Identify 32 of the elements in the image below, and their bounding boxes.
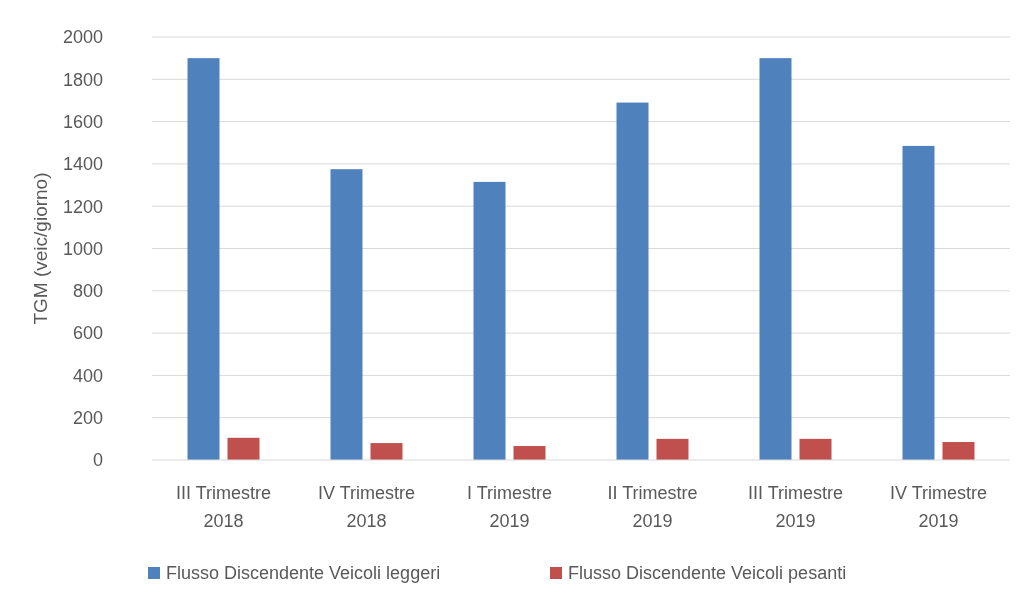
x-tick-label: IV Trimestre 2019 bbox=[889, 483, 988, 531]
bar bbox=[942, 442, 975, 460]
y-tick-label: 1200 bbox=[62, 196, 103, 217]
bar bbox=[370, 443, 403, 460]
x-tick-label: IV Trimestre 2018 bbox=[317, 483, 416, 531]
x-tick-label: II Trimestre 2019 bbox=[607, 483, 698, 531]
y-tick-label: 1000 bbox=[62, 238, 103, 259]
y-tick-label: 1600 bbox=[62, 111, 103, 132]
x-tick-label: III Trimestre 2019 bbox=[747, 483, 844, 531]
bar bbox=[759, 58, 792, 460]
y-axis-title: TGM (veic/giorno) bbox=[29, 172, 51, 325]
bar bbox=[799, 438, 832, 460]
bar bbox=[616, 102, 649, 460]
y-tick-label: 1800 bbox=[62, 69, 103, 90]
bar bbox=[187, 58, 220, 460]
bar bbox=[473, 181, 506, 460]
y-tick-label: 800 bbox=[72, 281, 103, 302]
legend-label: Flusso Discendente Veicoli pesanti bbox=[568, 563, 847, 584]
bar bbox=[330, 169, 363, 460]
bar bbox=[656, 438, 689, 460]
bar bbox=[902, 145, 935, 460]
x-tick-label: I Trimestre 2019 bbox=[466, 483, 553, 531]
y-tick-label: 200 bbox=[72, 408, 103, 428]
y-tick-label: 2000 bbox=[62, 27, 103, 48]
y-tick-label: 400 bbox=[72, 365, 103, 386]
legend-label: Flusso Discendente Veicoli leggeri bbox=[166, 563, 441, 584]
y-tick-label: 0 bbox=[92, 450, 103, 471]
x-tick-label: III Trimestre 2018 bbox=[175, 483, 272, 531]
y-tick-label: 600 bbox=[72, 323, 103, 344]
bar bbox=[227, 437, 260, 460]
bar bbox=[513, 446, 546, 460]
y-tick-label: 1400 bbox=[62, 154, 103, 175]
